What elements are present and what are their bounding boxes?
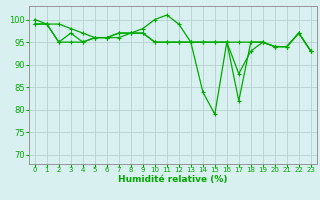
X-axis label: Humidité relative (%): Humidité relative (%) (118, 175, 228, 184)
